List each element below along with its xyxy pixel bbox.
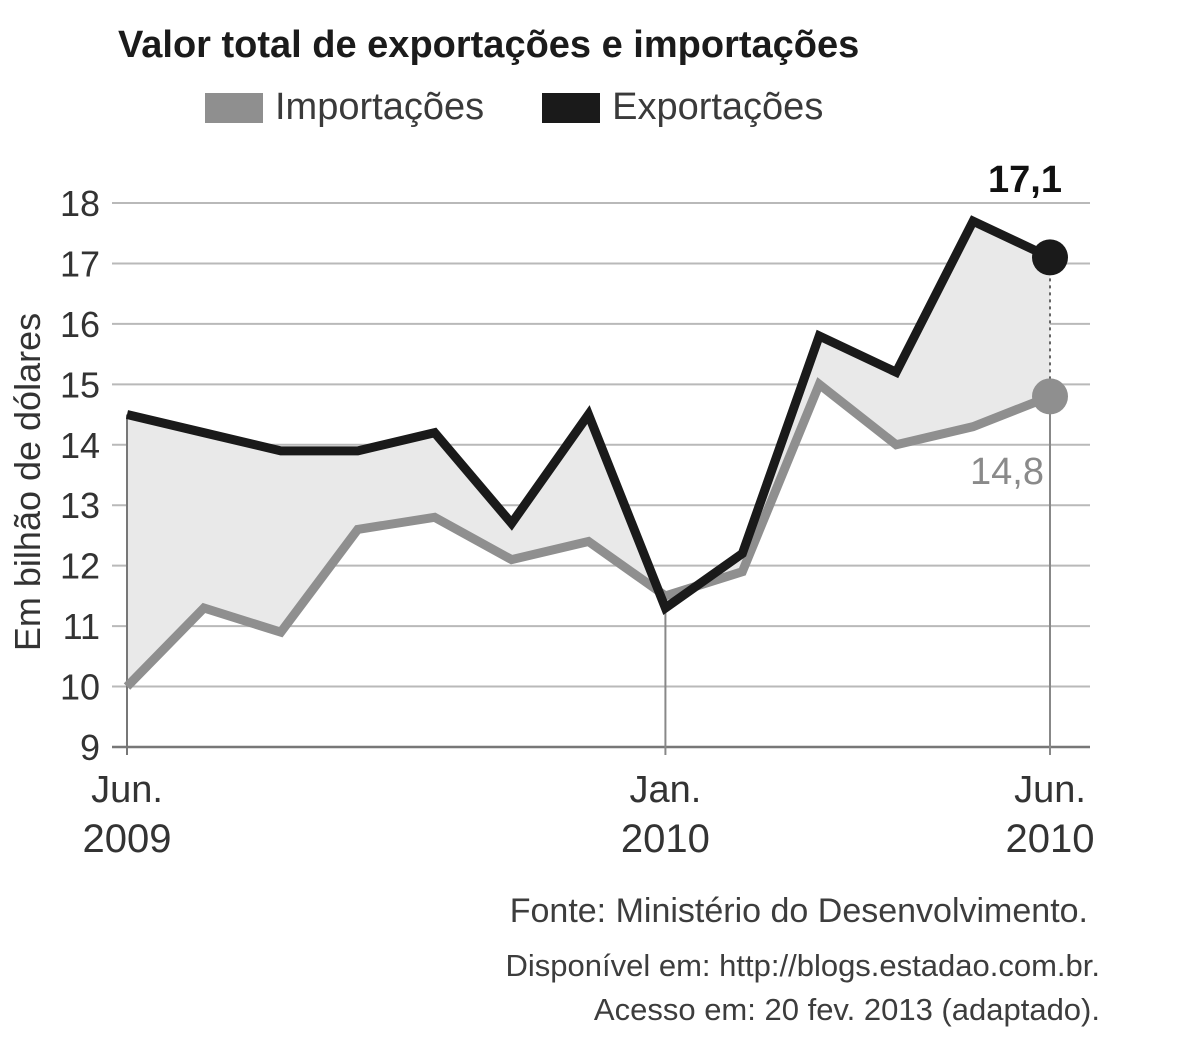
y-tick-label: 16 <box>60 304 100 345</box>
series-lines <box>123 215 1068 690</box>
legend-swatch-exports <box>542 92 601 123</box>
fill-between-area <box>127 221 1050 687</box>
y-tick-label: 12 <box>60 546 100 587</box>
area-between-series <box>127 221 1050 687</box>
source-line-2: Disponível em: http://blogs.estadao.com.… <box>505 948 1100 983</box>
exports-end-point <box>1032 239 1068 276</box>
legend-item-exports: Exportações <box>542 86 823 129</box>
exports-last-value-label: 17,1 <box>988 159 1062 201</box>
y-axis-label: Em bilhão de dólares <box>7 313 48 651</box>
series-line-exports <box>125 215 1052 615</box>
x-tick-year: 2010 <box>1006 817 1095 861</box>
tick-labels: 9 10 11 12 13 14 15 16 17 18 Jun. 2009 Jan. 2010 Jun. 2… <box>60 159 1095 861</box>
source-line-3: Acesso em: 20 fev. 2013 (adaptado). <box>593 992 1100 1027</box>
series-line-imports <box>123 377 1052 690</box>
x-tick-month: Jun. <box>91 769 163 811</box>
legend-swatch-imports <box>205 92 263 123</box>
legend-label-imports: Importações <box>275 86 485 128</box>
y-tick-label: 10 <box>60 667 100 708</box>
y-tick-label: 15 <box>60 364 100 405</box>
legend-item-imports: Importações <box>205 86 484 129</box>
legend: Importações Exportações <box>205 86 881 129</box>
source-line-1: Fonte: Ministério do Desenvolvimento. <box>509 892 1088 930</box>
y-tick-label: 13 <box>60 485 100 526</box>
x-tick-year: 2009 <box>83 817 172 861</box>
y-tick-label: 14 <box>60 425 100 466</box>
imports-end-point <box>1032 378 1068 415</box>
y-tick-label: 17 <box>60 243 100 284</box>
y-tick-label: 11 <box>63 606 100 647</box>
legend-label-exports: Exportações <box>612 86 824 128</box>
axes <box>112 257 1090 755</box>
x-tick-year: 2010 <box>621 817 710 861</box>
y-tick-label: 18 <box>60 183 100 224</box>
x-tick-month: Jun. <box>1014 769 1086 811</box>
x-tick-month: Jan. <box>630 769 702 811</box>
chart-title: Valor total de exportações e importações <box>118 24 860 66</box>
y-tick-label: 9 <box>80 727 100 768</box>
imports-last-value-label: 14,8 <box>970 451 1044 493</box>
